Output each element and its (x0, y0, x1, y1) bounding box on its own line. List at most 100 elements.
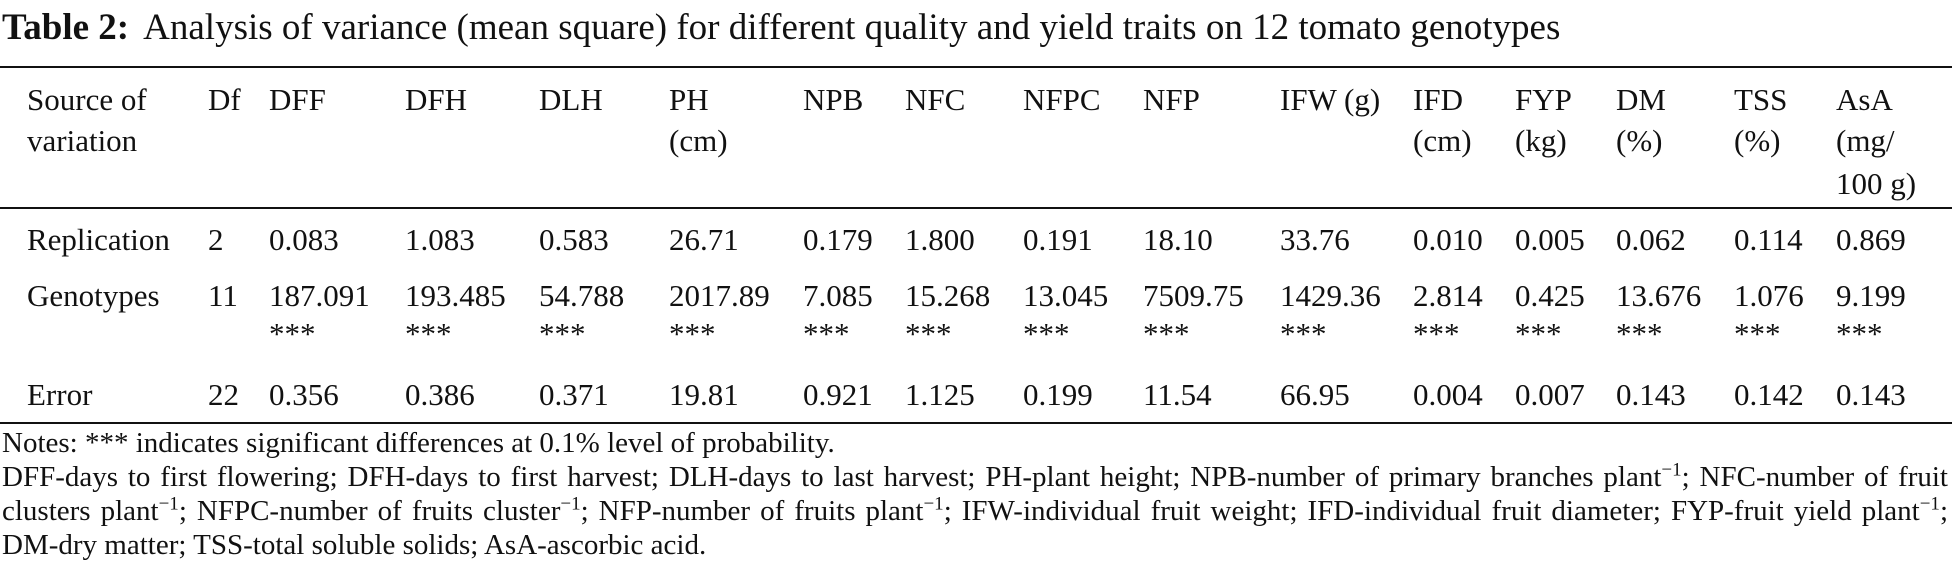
table-cell: 0.386 (405, 377, 475, 412)
abbreviation-text: ; NFPC-number of fruits cluster (178, 495, 561, 527)
table-cell: 0.179 (803, 222, 873, 257)
superscript: −1 (923, 493, 944, 515)
table-cell: 0.583 (539, 222, 609, 257)
table-cell: 0.191 (1023, 222, 1093, 257)
significance-mark: *** (1023, 316, 1070, 351)
significance-mark: *** (405, 316, 452, 351)
abbreviations-note: DFF-days to first flowering; DFH-days to… (2, 460, 1948, 562)
row-label: Error (27, 377, 93, 412)
table-cell: 0.199 (1023, 377, 1093, 412)
header-cell: (kg) (1515, 123, 1567, 158)
significance-mark: *** (1143, 316, 1190, 351)
header-cell: DFF (269, 82, 326, 117)
table-cell: 2 (208, 222, 224, 257)
header-cell: variation (27, 123, 138, 158)
table-cell: 2017.89 (669, 278, 770, 313)
header-cell: NPB (803, 82, 864, 117)
table-cell: 0.356 (269, 377, 339, 412)
header-cell: 100 g) (1836, 166, 1917, 201)
header-cell: DFH (405, 82, 468, 117)
header-cell: Df (208, 82, 241, 117)
table-cell: 0.083 (269, 222, 339, 257)
table-cell: 18.10 (1143, 222, 1213, 257)
row-label: Genotypes (27, 278, 160, 313)
header-cell: IFW (g) (1280, 82, 1381, 117)
table-cell: 1429.36 (1280, 278, 1381, 313)
significance-mark: *** (1836, 316, 1883, 351)
header-cell: IFD (1413, 82, 1463, 117)
table-cell: 54.788 (539, 278, 625, 313)
table-cell: 0.143 (1836, 377, 1906, 412)
table-cell: 13.676 (1616, 278, 1702, 313)
table-cell: 0.010 (1413, 222, 1483, 257)
table-cell: 0.143 (1616, 377, 1686, 412)
table-cell: 193.485 (405, 278, 506, 313)
significance-note: Notes: *** indicates significant differe… (2, 427, 835, 459)
significance-mark: *** (1413, 316, 1460, 351)
abbreviation-text: ; DM-dry matter; TSS-total soluble solid… (2, 495, 1948, 561)
significance-mark: *** (1616, 316, 1663, 351)
header-cell: AsA (1836, 82, 1893, 117)
header-cell: Source of (27, 82, 147, 117)
table-cell: 0.062 (1616, 222, 1686, 257)
abbreviation-text: DFF-days to first flowering; DFH-days to… (2, 461, 1662, 493)
title-label: Table 2: (2, 7, 130, 48)
header-cell: DLH (539, 82, 603, 117)
abbreviation-text: ; IFW-individual fruit weight; IFD-indiv… (943, 495, 1920, 527)
superscript: −1 (158, 493, 179, 515)
table-cell: 187.091 (269, 278, 370, 313)
table-cell: 13.045 (1023, 278, 1109, 313)
table-cell: 33.76 (1280, 222, 1350, 257)
abbreviation-text: ; NFC-number of fruit clusters plant (2, 461, 1948, 527)
table-cell: 0.004 (1413, 377, 1483, 412)
header-cell: NFPC (1023, 82, 1101, 117)
table-cell: 7509.75 (1143, 278, 1244, 313)
table-title: Table 2: Analysis of variance (mean squar… (2, 6, 1560, 49)
table-cell: 1.800 (905, 222, 975, 257)
table-cell: 11 (208, 278, 238, 313)
abbreviation-text: ; NFP-number of fruits plant (580, 495, 924, 527)
table-cell: 22 (208, 377, 239, 412)
table-cell: 0.007 (1515, 377, 1585, 412)
table-cell: 0.114 (1734, 222, 1803, 257)
table-cell: 1.076 (1734, 278, 1804, 313)
superscript: −1 (1661, 459, 1682, 481)
header-cell: TSS (1734, 82, 1788, 117)
header-cell: (%) (1616, 123, 1663, 158)
significance-mark: *** (905, 316, 952, 351)
top-rule (0, 66, 1952, 68)
table-cell: 11.54 (1143, 377, 1212, 412)
row-label: Replication (27, 222, 170, 257)
significance-mark: *** (803, 316, 850, 351)
table-cell: 7.085 (803, 278, 873, 313)
header-cell: DM (1616, 82, 1666, 117)
table-cell: 19.81 (669, 377, 739, 412)
table-cell: 66.95 (1280, 377, 1350, 412)
notes: Notes: *** indicates significant differe… (2, 426, 1948, 562)
table-cell: 0.371 (539, 377, 609, 412)
significance-mark: *** (1280, 316, 1327, 351)
header-cell: (cm) (669, 123, 728, 158)
title-text: Analysis of variance (mean square) for d… (143, 7, 1561, 48)
table-cell: 1.083 (405, 222, 475, 257)
superscript: −1 (560, 493, 581, 515)
significance-mark: *** (669, 316, 716, 351)
header-cell: FYP (1515, 82, 1572, 117)
table-cell: 0.921 (803, 377, 873, 412)
table-cell: 0.142 (1734, 377, 1804, 412)
table-cell: 0.425 (1515, 278, 1585, 313)
header-cell: PH (669, 82, 709, 117)
table-cell: 15.268 (905, 278, 991, 313)
superscript: −1 (1919, 493, 1940, 515)
header-rule (0, 207, 1952, 209)
table-cell: 9.199 (1836, 278, 1906, 313)
table-cell: 2.814 (1413, 278, 1483, 313)
header-cell: NFP (1143, 82, 1200, 117)
table-cell: 0.005 (1515, 222, 1585, 257)
table-cell: 26.71 (669, 222, 739, 257)
header-cell: (mg/ (1836, 123, 1895, 158)
header-cell: (cm) (1413, 123, 1472, 158)
significance-mark: *** (1734, 316, 1781, 351)
bottom-rule (0, 422, 1952, 424)
header-cell: NFC (905, 82, 966, 117)
